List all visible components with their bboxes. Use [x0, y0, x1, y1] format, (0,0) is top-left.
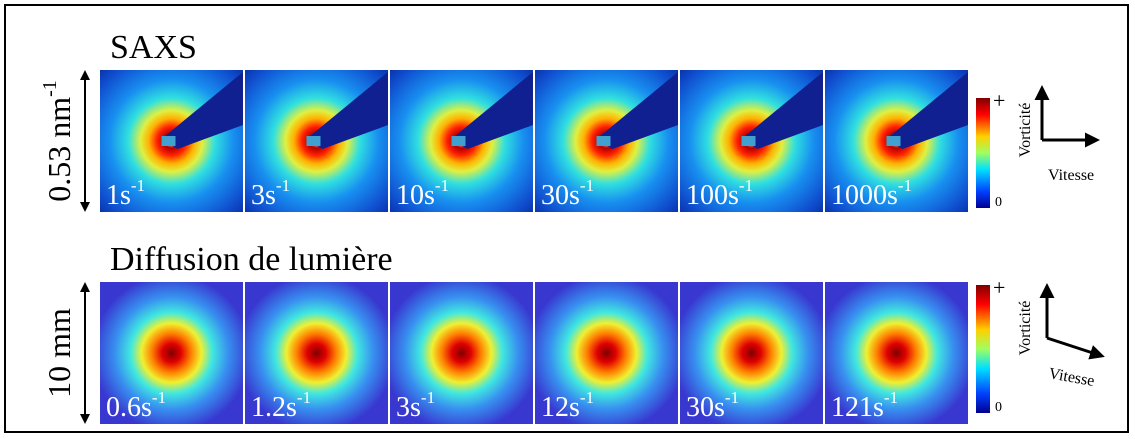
- velocity-arrow: [1046, 336, 1105, 360]
- scale-text: 0.53 nm: [41, 97, 77, 202]
- scale-label: 0.53 nm-1: [39, 80, 77, 202]
- frame: [4, 4, 1129, 433]
- rate-label: 10s-1: [396, 176, 449, 211]
- beamstop-center: [306, 136, 321, 146]
- pattern-image: [100, 282, 243, 424]
- scale-label: 10 mm: [41, 308, 77, 398]
- rate-label: 12s-1: [541, 388, 594, 423]
- panel: 1000s-1: [825, 70, 968, 212]
- pattern-image: [680, 282, 823, 424]
- rate-exponent: -1: [421, 388, 435, 407]
- vorticity-label: Vorticité: [1017, 301, 1034, 356]
- colorbar: [976, 98, 990, 208]
- rate-label: 30s-1: [686, 388, 739, 423]
- rate-label: 0.6s-1: [106, 388, 166, 423]
- rate-exponent: -1: [276, 176, 290, 195]
- rate: 3s: [251, 180, 276, 211]
- rate: 100s: [686, 180, 739, 211]
- rate-label: 100s-1: [686, 176, 753, 211]
- beamstop-center: [161, 136, 176, 146]
- beamstop: [741, 72, 823, 149]
- rate-exponent: -1: [898, 176, 912, 195]
- rate-exponent: -1: [884, 388, 898, 407]
- rate: 3s: [396, 392, 421, 423]
- panel: 1.2s-1: [245, 282, 388, 424]
- beamstop-center: [596, 136, 611, 146]
- panel: 1s-1: [100, 70, 243, 212]
- rate-label: 1.2s-1: [251, 388, 311, 423]
- velocity-label: Vitesse: [1048, 167, 1094, 184]
- pattern-image: [390, 282, 533, 424]
- velocity-label: Vitesse: [1047, 365, 1095, 390]
- rate: 30s: [541, 180, 580, 211]
- rate-exponent: -1: [725, 388, 739, 407]
- rate-exponent: -1: [739, 176, 753, 195]
- rate: 0.6s: [106, 392, 152, 423]
- beamstop: [306, 72, 388, 149]
- panel: 12s-1: [535, 282, 678, 424]
- beamstop-center: [451, 136, 466, 146]
- rate-exponent: -1: [297, 388, 311, 407]
- pattern-image: [825, 282, 968, 424]
- row-title: Diffusion de lumière: [110, 241, 393, 278]
- rate-exponent: -1: [435, 176, 449, 195]
- rate-label: 3s-1: [251, 176, 290, 211]
- panel: 30s-1: [535, 70, 678, 212]
- beamstop: [451, 72, 533, 149]
- beamstop: [596, 72, 678, 149]
- pattern-image: [245, 282, 388, 424]
- rate: 10s: [396, 180, 435, 211]
- colorbar-max: +: [993, 88, 1005, 113]
- scale-exponent: -1: [39, 80, 61, 97]
- vorticity-label: Vorticité: [1017, 103, 1034, 158]
- panel: 10s-1: [390, 70, 533, 212]
- rate: 1.2s: [251, 392, 297, 423]
- pattern-image: [535, 282, 678, 424]
- panel: 30s-1: [680, 282, 823, 424]
- panel: 100s-1: [680, 70, 823, 212]
- rate: 121s: [831, 392, 884, 423]
- rate-exponent: -1: [580, 388, 594, 407]
- scale-text: 10 mm: [41, 308, 77, 398]
- panel: 3s-1: [390, 282, 533, 424]
- panel: 3s-1: [245, 70, 388, 212]
- colorbar-max: +: [993, 275, 1005, 300]
- rate-exponent: -1: [580, 176, 594, 195]
- panel: 0.6s-1: [100, 282, 243, 424]
- panel: 121s-1: [825, 282, 968, 424]
- colorbar-min: 0: [995, 400, 1002, 415]
- rate: 30s: [686, 392, 725, 423]
- beamstop: [886, 72, 968, 149]
- rate-label: 30s-1: [541, 176, 594, 211]
- rate-label: 1000s-1: [831, 176, 912, 211]
- rate: 1000s: [831, 180, 898, 211]
- row-title: SAXS: [110, 29, 197, 66]
- rate: 12s: [541, 392, 580, 423]
- rate-label: 1s-1: [106, 176, 145, 211]
- rate-label: 3s-1: [396, 388, 435, 423]
- colorbar: [976, 285, 990, 413]
- rate-label: 121s-1: [831, 388, 898, 423]
- beamstop: [161, 72, 243, 149]
- beamstop-center: [886, 136, 901, 146]
- beamstop-center: [741, 136, 756, 146]
- rate: 1s: [106, 180, 131, 211]
- rate-exponent: -1: [131, 176, 145, 195]
- colorbar-min: 0: [995, 195, 1002, 210]
- rate-exponent: -1: [152, 388, 166, 407]
